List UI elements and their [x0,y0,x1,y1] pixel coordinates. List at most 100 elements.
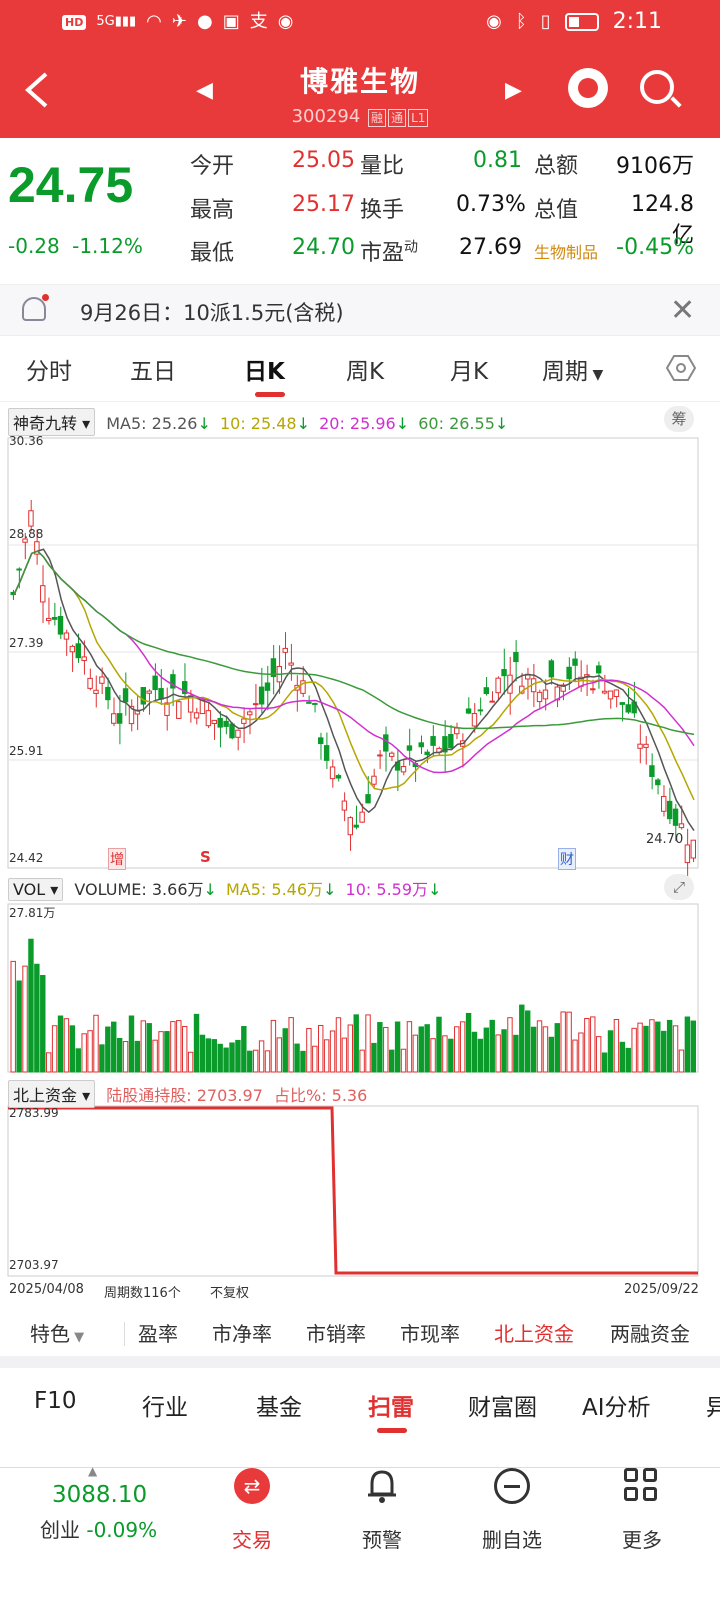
marker-zeng[interactable]: 增 [108,848,126,870]
tab-period[interactable]: 周期 ▼ [542,352,603,386]
volume-bar [270,1019,277,1073]
northbound-dropdown[interactable]: 北上资金 ▾ [8,1080,96,1108]
marker-cai[interactable]: 财 [558,848,576,870]
nb-axis-top: 2783.99 [9,1106,59,1120]
tag-rong: 融 [368,109,387,127]
volume-bar [116,1037,123,1073]
tab-feature-label: 特色 [30,1322,70,1346]
tab-industry[interactable]: 行业 [142,1395,188,1421]
bell-alert-icon[interactable] [366,1468,398,1504]
candle [270,658,277,677]
volume-bar [247,1050,253,1073]
volume-bar [590,1016,596,1073]
search-icon[interactable] [640,70,674,104]
tab-five-day[interactable]: 五日 [130,359,176,385]
tab-northbound[interactable]: 北上资金 [494,1322,574,1346]
tab-fund[interactable]: 基金 [256,1395,302,1421]
northbound-frame [7,1105,699,1277]
prev-stock-button[interactable]: ◀ [196,78,213,103]
candle [229,723,235,739]
tab-ps[interactable]: 市销率 [306,1322,366,1346]
back-button[interactable] [22,70,62,114]
chevron-left-icon [24,72,48,108]
candle [542,689,549,700]
index-value[interactable]: 3088.10 [52,1482,148,1508]
candle [105,686,111,701]
volume-bar [424,1024,430,1073]
tab-ai-analysis[interactable]: AI分析 [582,1395,651,1421]
quote-label: 总值 [534,198,579,223]
indicator-dropdown[interactable]: 神奇九转 ▾ [8,408,96,436]
chip-distribution-button[interactable]: 筹 [664,406,694,432]
remove-watchlist-icon[interactable] [494,1468,530,1504]
volume-bar [45,1052,52,1073]
volume-bar [489,1019,495,1073]
expand-icon[interactable]: ⤢ [664,874,694,900]
settings-hexagon-icon[interactable] [666,354,696,382]
candle [306,701,312,704]
nav-more[interactable]: 更多 [622,1528,662,1552]
kline-chart[interactable] [0,430,720,1310]
volume-bar [501,1029,507,1073]
volume-bar [164,1031,170,1073]
volume-bar [483,1027,490,1073]
marker-sell[interactable]: S [200,848,211,866]
down-arrow-icon: ↓ [494,414,509,433]
nav-trade[interactable]: 交易 [232,1528,272,1552]
volume-bar [371,1042,377,1073]
eye-icon: ◉ [486,11,502,32]
volume-bar [57,1015,64,1073]
volume-bar [619,1041,626,1073]
vol-dropdown[interactable]: VOL ▾ [8,878,64,901]
close-icon[interactable]: ✕ [670,293,696,328]
stock-code-row: 300294 融通 L1 [0,106,720,127]
candle [359,811,365,823]
tab-pcf[interactable]: 市现率 [400,1322,460,1346]
northbound-pct: 占比%: 5.36 [273,1086,368,1105]
quote-value: 0.73% [456,192,526,217]
tab-weekly-k[interactable]: 周K [346,359,385,385]
volume-bar [359,1049,365,1073]
volume-bar [187,1051,194,1073]
volume-bar [69,1025,76,1073]
candle [258,686,265,705]
tab-wealth-circle[interactable]: 财富圈 [468,1395,537,1421]
alipay-icon: 支 [249,11,268,32]
tab-f10[interactable]: F10 [34,1388,77,1414]
tab-risk-scan[interactable]: 扫雷 [368,1395,414,1421]
trade-icon[interactable]: ⇄ [234,1468,270,1504]
candle [146,690,152,694]
volume-bar [442,1035,448,1073]
index-change-row[interactable]: 创业 -0.09% [40,1514,157,1543]
tab-timeshare[interactable]: 分时 [26,359,72,385]
tab-pb[interactable]: 市净率 [212,1322,272,1346]
candle [649,765,655,777]
chart-period-tabs: 分时 五日 日K 周K 月K 周期 ▼ [0,336,720,402]
candle [22,538,28,543]
candle [625,704,631,713]
tab-pe[interactable]: 盈率 [138,1322,178,1346]
candle [347,817,354,836]
tab-more[interactable]: 异 [706,1395,720,1421]
candle [637,743,643,749]
candle [140,687,147,705]
tab-daily-k[interactable]: 日K [244,359,285,385]
tab-margin[interactable]: 两融资金 [610,1322,690,1346]
candle [57,616,64,635]
candle [601,690,608,694]
volume-bar [341,1037,348,1073]
nav-alert[interactable]: 预警 [362,1528,402,1552]
tab-monthly-k[interactable]: 月K [450,359,489,385]
ma10-label: 10: 25.48 [219,414,297,433]
volume-bar [205,1038,212,1073]
tab-feature[interactable]: 特色 ▼ [30,1318,84,1347]
candle [75,643,81,659]
volume-bar [477,1038,484,1073]
start-date: 2025/04/08 [9,1282,84,1297]
dividend-notice[interactable]: 9月26日：10派1.5元(含税) ✕ [0,284,720,336]
mascot-icon[interactable] [568,68,608,108]
nav-remove-watchlist[interactable]: 删自选 [482,1528,542,1552]
grid-more-icon[interactable] [624,1468,658,1502]
next-stock-button[interactable]: ▶ [505,78,522,103]
volume-bar [229,1042,235,1073]
